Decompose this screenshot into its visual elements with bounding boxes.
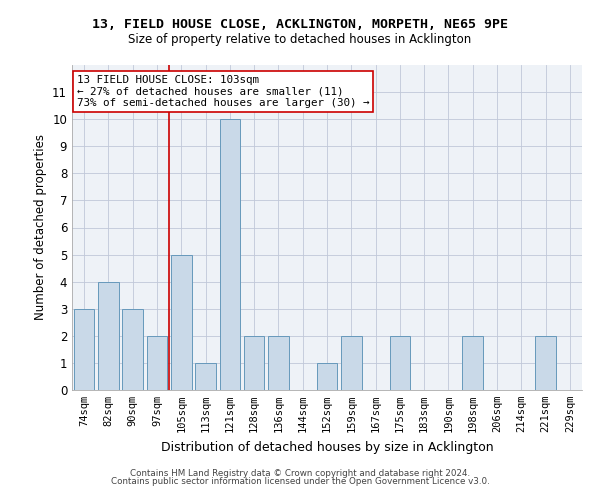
Bar [389,336,410,390]
Text: 13 FIELD HOUSE CLOSE: 103sqm
← 27% of detached houses are smaller (11)
73% of se: 13 FIELD HOUSE CLOSE: 103sqm ← 27% of de… [77,74,370,108]
Text: 13, FIELD HOUSE CLOSE, ACKLINGTON, MORPETH, NE65 9PE: 13, FIELD HOUSE CLOSE, ACKLINGTON, MORPE… [92,18,508,30]
X-axis label: Distribution of detached houses by size in Acklington: Distribution of detached houses by size … [161,440,493,454]
Text: Size of property relative to detached houses in Acklington: Size of property relative to detached ho… [128,32,472,46]
Bar [341,336,362,390]
Bar [171,254,191,390]
Y-axis label: Number of detached properties: Number of detached properties [34,134,47,320]
Text: Contains HM Land Registry data © Crown copyright and database right 2024.: Contains HM Land Registry data © Crown c… [130,468,470,477]
Bar [74,308,94,390]
Bar [317,363,337,390]
Bar [146,336,167,390]
Bar [463,336,483,390]
Bar [244,336,265,390]
Text: Contains public sector information licensed under the Open Government Licence v3: Contains public sector information licen… [110,477,490,486]
Bar [98,282,119,390]
Bar [220,119,240,390]
Bar [122,308,143,390]
Bar [268,336,289,390]
Bar [535,336,556,390]
Bar [195,363,216,390]
